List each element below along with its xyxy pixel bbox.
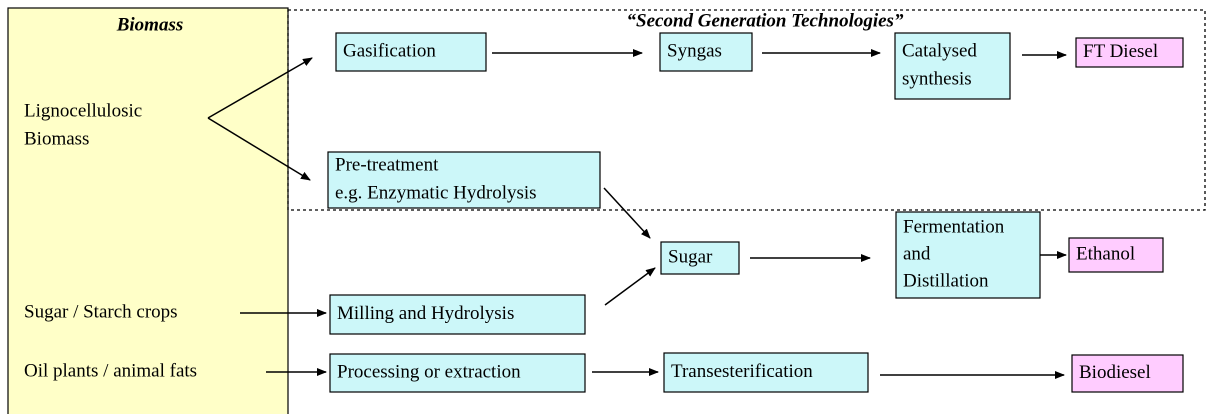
process-box	[894, 32, 1011, 100]
node-label: Processing or extraction	[337, 361, 521, 382]
process-box	[663, 352, 869, 393]
product-box	[1075, 37, 1184, 68]
source-label: Lignocellulosic	[24, 100, 142, 121]
node-label: Biodiesel	[1079, 362, 1151, 383]
arrow	[604, 267, 656, 306]
region-title: “Second Generation Technologies”	[627, 10, 904, 31]
process-box	[335, 32, 487, 72]
arrow	[207, 57, 313, 119]
node-label: e.g. Enzymatic Hydrolysis	[335, 182, 537, 203]
second-generation-region	[287, 9, 1206, 211]
source-label: Biomass	[24, 128, 89, 149]
process-box	[327, 151, 601, 209]
node-label: Fermentation	[903, 216, 1005, 237]
arrows	[207, 49, 1067, 379]
node-label: Transesterification	[671, 361, 813, 382]
process-box	[329, 294, 586, 335]
product-box	[1071, 354, 1184, 393]
source-label: Sugar / Starch crops	[24, 301, 178, 322]
arrow	[207, 117, 311, 181]
panel-title: Biomass	[116, 14, 184, 35]
node-label: synthesis	[902, 68, 972, 89]
node-label: Gasification	[343, 40, 436, 61]
node-label: Catalysed	[902, 40, 977, 61]
node-label: Pre-treatment	[335, 154, 439, 175]
process-box	[895, 211, 1041, 299]
source-label: Oil plants / animal fats	[24, 360, 197, 381]
nodes: Gasification Syngas Catalysed synthesis FT D…	[327, 32, 1184, 393]
biomass-panel	[7, 7, 289, 414]
node-label: and	[903, 243, 931, 264]
process-box	[329, 353, 586, 393]
product-box	[1068, 237, 1164, 273]
process-box	[660, 241, 740, 275]
node-label: Milling and Hydrolysis	[337, 303, 514, 324]
process-box	[659, 32, 753, 72]
node-label: Distillation	[903, 270, 989, 291]
node-label: Sugar	[668, 246, 713, 267]
node-label: FT Diesel	[1083, 41, 1158, 62]
node-label: Ethanol	[1076, 243, 1135, 264]
node-label: Syngas	[667, 40, 722, 61]
arrow	[603, 187, 651, 239]
